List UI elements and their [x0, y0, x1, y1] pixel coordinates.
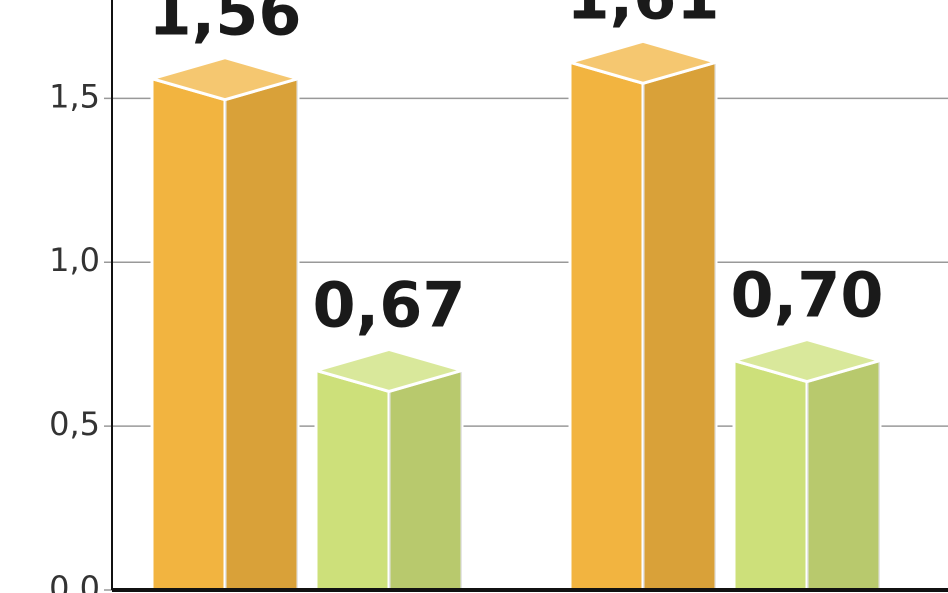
value-label: 0,67 — [313, 268, 466, 341]
bar-front — [568, 60, 645, 592]
y-tick-label: 0,5 — [49, 405, 100, 443]
bar-side-shade — [807, 360, 880, 590]
bar-top-light — [152, 57, 298, 100]
bar-top — [146, 56, 304, 102]
bar-side-shade — [389, 370, 462, 590]
y-tick-label: 1,0 — [49, 241, 100, 279]
bar-front — [150, 76, 227, 592]
bar-front — [732, 358, 809, 592]
bar-top — [728, 337, 886, 384]
value-label: 1,61 — [567, 0, 720, 33]
value-label: 1,56 — [149, 0, 302, 50]
bar-side-shade — [643, 62, 716, 591]
y-tick-label: 1,5 — [49, 77, 100, 115]
bar-top-light — [570, 41, 716, 84]
value-label: 0,70 — [731, 259, 884, 332]
bar-side-shade — [225, 78, 298, 591]
bar-top-light — [316, 349, 462, 392]
bar-front — [314, 368, 391, 592]
bar-top-light — [734, 339, 880, 382]
bar-top — [310, 347, 468, 393]
bar-top — [564, 39, 722, 85]
y-tick-label: 0,0 — [49, 569, 100, 593]
